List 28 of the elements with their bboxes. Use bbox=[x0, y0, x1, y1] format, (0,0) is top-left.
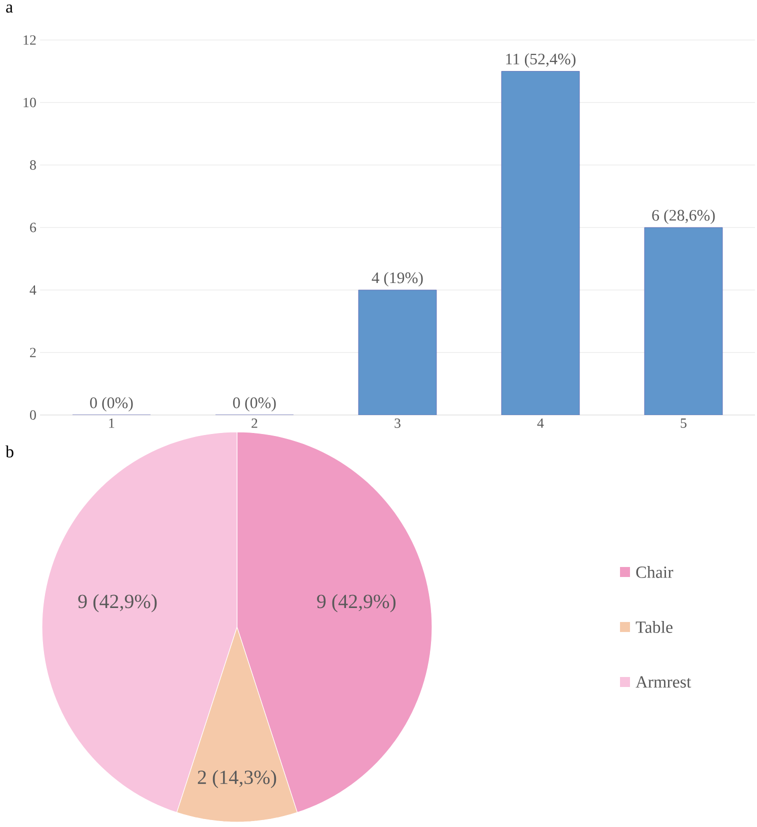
x-tick-label: 5 bbox=[680, 418, 686, 428]
data-label: 0 (0%) bbox=[233, 396, 276, 412]
y-tick-label: 4 bbox=[30, 285, 36, 295]
x-tick-label: 4 bbox=[537, 418, 544, 428]
data-label: 2 (14,3%) bbox=[198, 770, 276, 788]
y-tick-label: 6 bbox=[30, 222, 36, 232]
x-tick-label: 3 bbox=[394, 418, 400, 428]
bar bbox=[358, 290, 437, 415]
data-label: 11 (52,4%) bbox=[506, 53, 576, 68]
x-tick-label: 2 bbox=[252, 418, 258, 428]
data-label: 9 (42,9%) bbox=[78, 594, 157, 612]
bar bbox=[644, 227, 723, 415]
y-tick-label: 0 bbox=[30, 410, 36, 420]
x-tick-label: 1 bbox=[109, 418, 114, 428]
legend-label: Chair bbox=[636, 566, 674, 578]
data-label: 9 (42,9%) bbox=[317, 594, 396, 612]
legend-label: Armrest bbox=[636, 676, 692, 688]
data-label: 6 (28,6%) bbox=[652, 209, 715, 224]
data-label: 0 (0%) bbox=[90, 396, 133, 412]
data-label: 4 (19%) bbox=[372, 272, 423, 286]
text: b bbox=[6, 446, 14, 458]
chart-title: a bbox=[6, 4, 13, 13]
y-tick-label: 8 bbox=[30, 160, 36, 170]
y-tick-label: 10 bbox=[24, 98, 36, 108]
y-tick-label: 12 bbox=[24, 35, 36, 45]
legend-label: Table bbox=[636, 621, 672, 633]
bar bbox=[501, 71, 580, 415]
y-tick-label: 2 bbox=[30, 348, 36, 358]
